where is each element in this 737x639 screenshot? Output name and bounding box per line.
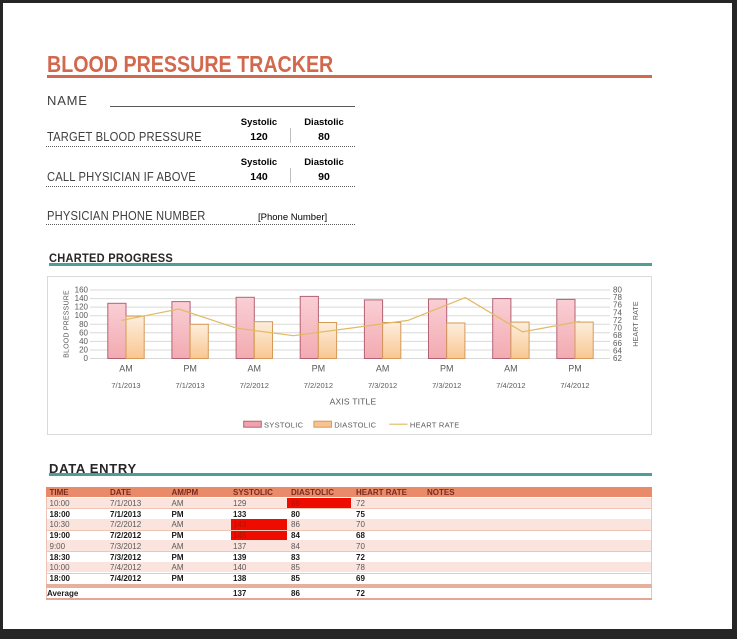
- svg-text:0: 0: [84, 354, 89, 363]
- svg-text:SYSTOLIC: SYSTOLIC: [264, 421, 304, 430]
- svg-text:HEART RATE: HEART RATE: [633, 301, 640, 347]
- svg-text:AM: AM: [248, 364, 261, 374]
- svg-text:80: 80: [613, 286, 622, 295]
- svg-text:74: 74: [613, 308, 622, 317]
- svg-text:7/2/2012: 7/2/2012: [240, 381, 269, 390]
- svg-text:100: 100: [75, 311, 89, 320]
- svg-text:140: 140: [75, 294, 89, 303]
- svg-text:78: 78: [613, 293, 622, 302]
- svg-text:20: 20: [79, 346, 88, 355]
- svg-text:76: 76: [613, 301, 622, 310]
- svg-text:7/1/2013: 7/1/2013: [111, 381, 140, 390]
- svg-text:AM: AM: [119, 364, 133, 374]
- svg-text:80: 80: [79, 320, 88, 329]
- svg-text:7/4/2012: 7/4/2012: [496, 381, 525, 390]
- svg-text:PM: PM: [312, 364, 326, 374]
- svg-text:66: 66: [613, 339, 622, 348]
- svg-text:7/2/2012: 7/2/2012: [304, 381, 333, 390]
- svg-text:AXIS TITLE: AXIS TITLE: [330, 397, 377, 407]
- svg-text:PM: PM: [183, 364, 197, 374]
- svg-text:HEART RATE: HEART RATE: [410, 421, 460, 430]
- svg-text:160: 160: [75, 286, 89, 295]
- svg-text:60: 60: [79, 328, 88, 337]
- svg-text:7/3/2012: 7/3/2012: [368, 381, 397, 390]
- svg-text:64: 64: [613, 346, 622, 355]
- svg-text:7/4/2012: 7/4/2012: [560, 381, 589, 390]
- svg-text:40: 40: [79, 337, 88, 346]
- svg-text:62: 62: [613, 354, 622, 363]
- svg-text:120: 120: [75, 303, 89, 312]
- svg-text:PM: PM: [440, 364, 454, 374]
- svg-text:AM: AM: [376, 364, 390, 374]
- svg-text:7/3/2012: 7/3/2012: [432, 381, 461, 390]
- svg-text:68: 68: [613, 331, 622, 340]
- svg-text:DIASTOLIC: DIASTOLIC: [334, 421, 376, 430]
- svg-text:70: 70: [613, 324, 622, 333]
- svg-text:BLOOD PRESSURE: BLOOD PRESSURE: [64, 290, 71, 358]
- svg-text:7/1/2013: 7/1/2013: [175, 381, 204, 390]
- svg-text:AM: AM: [504, 364, 518, 374]
- svg-text:72: 72: [613, 316, 622, 325]
- svg-text:PM: PM: [568, 364, 582, 374]
